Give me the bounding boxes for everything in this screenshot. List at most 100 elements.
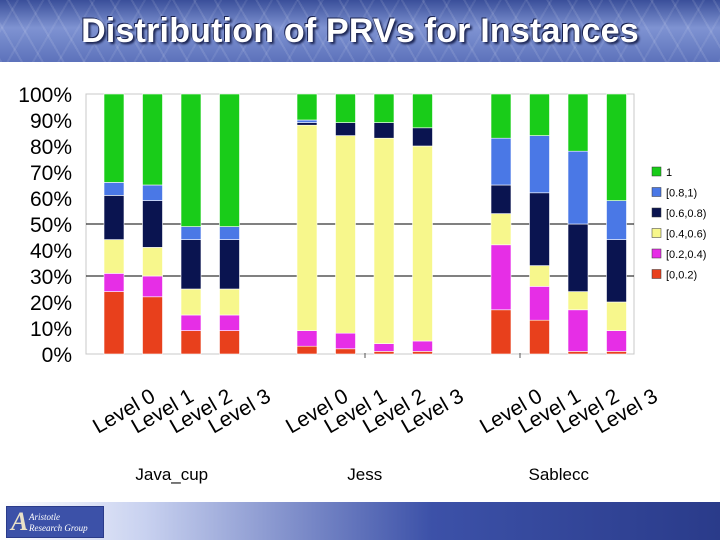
y-tick-label: 10% [30,318,72,341]
bar-segment [180,93,202,227]
y-tick-label: 20% [30,292,72,315]
legend-label: [0.8,1) [666,188,697,200]
legend-swatch [651,269,662,279]
logo-line-1: Aristotle [29,512,60,522]
bar-segment [296,119,318,123]
group-label: Jess [347,465,382,484]
bar-segment [142,275,163,298]
bar-segment [335,332,356,350]
legend-swatch [651,248,662,259]
bar-segment [567,309,589,352]
bar-segment [219,314,240,331]
bar-segment [335,93,356,123]
bar-segment [490,137,512,186]
legend-label: [0.4,0.6) [666,229,706,241]
bar-segment [219,288,240,316]
bar-segment [490,244,512,311]
footer-bar [0,502,720,540]
bar-segment [219,330,240,355]
group-label: Sablecc [529,465,590,484]
legend-label: [0.2,0.4) [666,249,706,261]
bar-segment [142,247,163,277]
banner-pattern [0,0,720,62]
y-tick-label: 70% [30,162,72,185]
legend-swatch [651,207,662,218]
bar-segment [606,200,627,240]
bar-segment [412,127,433,147]
bar-segment [180,226,202,240]
research-group-logo: A Aristotle Research Group [6,506,104,538]
bar-segment [529,93,550,136]
bar-segment [219,239,240,290]
bar-segment [529,192,550,266]
bar-segment [335,135,356,334]
chart-area: 0% 10% 20% 30% 40% 50% 60% 70% 80% 90% 100% Level 0… [0,62,720,502]
stacked-bar-chart: 0%10%20%30%40%50%60%70%80%90%100%Level 0… [18,84,706,484]
bar-segment [412,145,433,342]
bar-segment [567,150,589,225]
bar-segment [296,124,318,331]
slide-title: Distribution of PRVs for Instances [81,12,639,50]
bar-segment [180,330,202,355]
bar-segment [373,93,395,123]
bar-segment [567,223,589,292]
bar-segment [606,351,627,355]
bar-segment [103,93,125,183]
bar-segment [567,93,589,152]
bar-segment [567,291,589,311]
bar-segment [180,239,202,290]
bar-segment [103,273,125,292]
legend-label: [0,0.2) [666,270,697,282]
bar-segment [296,345,318,355]
bar-segment [219,226,240,240]
bar-segment [490,213,512,246]
group-label: Java_cup [135,465,208,484]
bar-segment [373,351,395,355]
bar-segment [529,286,550,321]
y-tick-label: 0% [42,344,72,367]
y-tick-label: 90% [30,110,72,133]
bar-segment [606,330,627,352]
bar-segment [142,296,163,355]
bar-segment [529,265,550,287]
logo-line-2: Research Group [29,523,88,533]
bar-segment [373,122,395,139]
bar-segment [296,330,318,347]
title-banner: Distribution of PRVs for Instances [0,0,720,62]
bar-segment [142,200,163,248]
y-tick-label: 30% [30,266,72,289]
bar-segment [412,340,433,352]
bar-segment [412,93,433,129]
bar-segment [296,122,318,126]
bar-segment [103,291,125,355]
bar-segment [606,93,627,201]
bar-segment [142,184,163,201]
y-tick-label: 50% [30,214,72,237]
legend-swatch [651,228,662,238]
bar-segment [490,93,512,139]
bar-segment [335,348,356,355]
bar-segment [490,184,512,214]
legend-swatch [651,166,662,177]
bar-segment [373,137,395,344]
bar-segment [606,239,627,303]
bar-segment [103,239,125,274]
legend-label: [0.6,0.8) [666,208,706,220]
bar-segment [296,93,318,121]
bar-segment [103,195,125,240]
y-tick-label: 80% [30,136,72,159]
bar-segment [335,122,356,136]
bar-segment [219,93,240,227]
legend-swatch [651,187,662,197]
bar-segment [373,343,395,352]
y-tick-label: 40% [30,240,72,263]
logo-letter: A [11,507,29,536]
legend-label: 1 [666,167,672,179]
y-tick-label: 100% [18,84,72,107]
bar-segment [567,351,589,355]
bar-segment [180,288,202,316]
bar-segment [412,351,433,355]
bar-segment [142,93,163,186]
bar-segment [103,182,125,196]
bar-segment [529,135,550,194]
